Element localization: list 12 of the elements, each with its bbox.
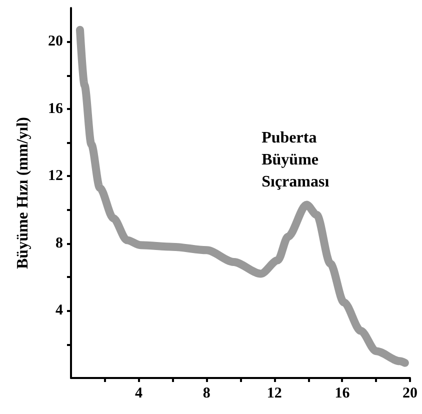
y-tick-label: 20 bbox=[48, 34, 63, 50]
y-tick-label: 8 bbox=[56, 235, 63, 252]
y-tick-label: 4 bbox=[56, 302, 64, 319]
y-tick-label: 16 bbox=[48, 100, 64, 117]
x-tick-label: 12 bbox=[266, 386, 282, 402]
x-tick-label: 4 bbox=[135, 386, 144, 402]
x-tick-label: 8 bbox=[202, 386, 210, 402]
annotation: Puberta Büyüme Sıçraması bbox=[262, 129, 330, 190]
x-tick-label: 16 bbox=[334, 386, 350, 402]
x-tick-label: 20 bbox=[402, 386, 418, 402]
y-axis-title: Büyüme Hızı (mm/yıl) bbox=[14, 117, 32, 269]
y-tick-label: 12 bbox=[48, 168, 63, 184]
